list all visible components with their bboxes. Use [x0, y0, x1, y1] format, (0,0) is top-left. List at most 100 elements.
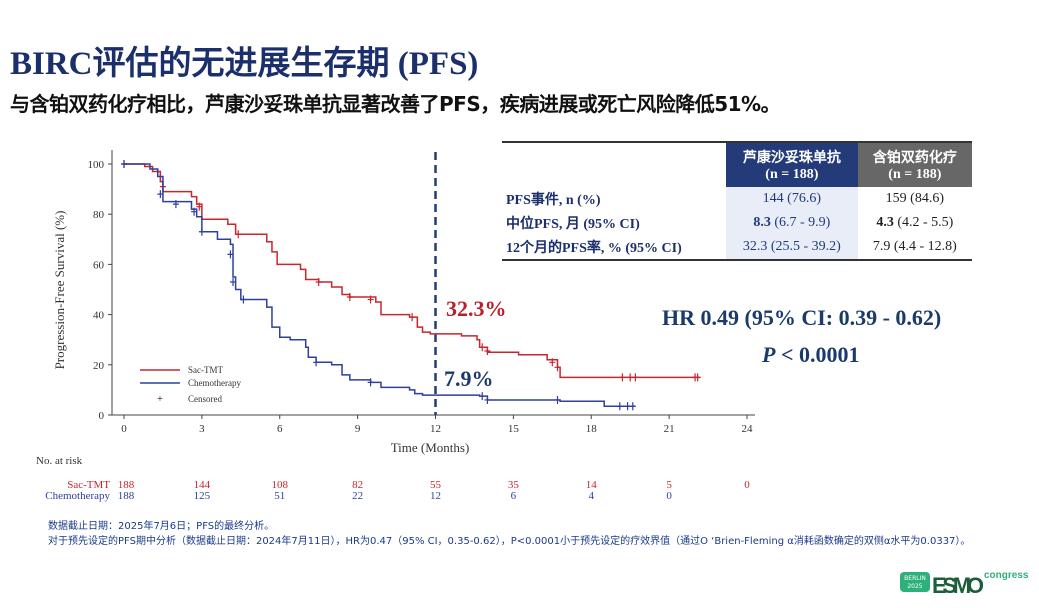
table-row: 中位PFS, 月 (95% CI) 8.3 (6.7 - 9.9) 4.3 (4…	[502, 211, 972, 235]
censor-mark	[367, 295, 374, 304]
censor-mark	[191, 207, 198, 216]
header-name: 芦康沙妥珠单抗	[742, 150, 841, 166]
censor-mark	[632, 373, 639, 382]
censor-mark	[549, 358, 556, 367]
risk-count: 0	[744, 479, 750, 491]
risk-count: 5	[666, 479, 672, 491]
censor-mark	[627, 373, 634, 382]
value-ci: (4.2 - 5.5)	[893, 215, 954, 230]
page-title: BIRC评估的无进展生存期 (PFS)	[10, 46, 479, 82]
y-tick-label: 100	[88, 159, 105, 171]
x-tick-label: 24	[742, 423, 754, 435]
cell-chemo: 159 (84.6)	[885, 191, 944, 206]
value-bold: 4.3	[876, 215, 894, 230]
header-n: (n = 188)	[765, 167, 819, 182]
censor-mark	[172, 200, 179, 209]
x-tick-label: 3	[199, 423, 205, 435]
table-row: 12个月的PFS率, % (95% CI) 32.3 (25.5 - 39.2)…	[502, 235, 972, 260]
legend-label: Sac-TMT	[188, 365, 223, 375]
p-value: P < 0.0001	[762, 342, 860, 368]
risk-row-label: Chemotherapy	[45, 490, 110, 502]
hazard-ratio: HR 0.49 (95% CI: 0.39 - 0.62)	[662, 305, 942, 330]
table-row: PFS事件, n (%) 144 (76.6) 159 (84.6)	[502, 187, 972, 211]
censor-mark	[367, 378, 374, 387]
x-tick-label: 9	[355, 423, 361, 435]
risk-count: 14	[586, 479, 598, 491]
risk-count: 125	[194, 490, 211, 502]
annotation-chemo: 7.9%	[444, 366, 494, 391]
censor-mark	[479, 392, 486, 401]
logo-city: BERLIN	[904, 575, 926, 582]
cell-sac: 8.3 (6.7 - 9.9)	[726, 211, 858, 235]
risk-count: 82	[352, 479, 363, 491]
censor-mark	[484, 346, 491, 355]
x-tick-label: 0	[121, 423, 127, 435]
censor-mark	[315, 277, 322, 286]
row-label: PFS事件, n (%)	[506, 193, 601, 208]
footnote: 数据截止日期：2025年7月6日；PFS的最终分析。	[48, 521, 275, 532]
risk-count: 108	[272, 479, 289, 491]
censor-mark	[240, 295, 247, 304]
table-header-row: 芦康沙妥珠单抗 (n = 188) 含铂双药化疗 (n = 188)	[502, 142, 972, 187]
censor-mark	[484, 395, 491, 404]
censor-mark	[409, 313, 416, 322]
y-tick-label: 0	[99, 410, 105, 422]
empty-header	[502, 142, 726, 187]
cell-sac: 32.3 (25.5 - 39.2)	[726, 235, 858, 260]
censor-mark	[479, 343, 486, 352]
legend-label: Chemotherapy	[188, 378, 241, 388]
annotation-sac-tmt: 32.3%	[446, 296, 507, 321]
cell-chemo: 4.3 (4.2 - 5.5)	[858, 211, 972, 235]
p-text: < 0.0001	[775, 342, 860, 367]
censor-mark	[554, 395, 561, 404]
esmo-logo: BERLIN 2025 ESMO congress	[900, 566, 1030, 601]
value-bold: 8.3	[753, 215, 771, 230]
y-tick-label: 80	[93, 209, 105, 221]
esmo-logo-graphic: BERLIN 2025 ESMO congress	[900, 570, 1029, 598]
km-curve-chemotherapy	[124, 163, 636, 407]
censor-mark	[619, 373, 626, 382]
censor-mark	[616, 402, 623, 411]
censor-mark	[196, 202, 203, 211]
censor-mark	[629, 402, 636, 411]
risk-count: 4	[589, 490, 595, 502]
header-sac-tmt: 芦康沙妥珠单抗 (n = 188)	[726, 142, 858, 187]
cell-sac: 144 (76.6)	[726, 187, 858, 211]
footnote: 对于预先设定的PFS期中分析（数据截止日期：2024年7月11日），HR为0.4…	[48, 536, 971, 547]
risk-count: 51	[274, 490, 285, 502]
censor-mark	[346, 293, 353, 302]
risk-count: 22	[352, 490, 363, 502]
row-label: 12个月的PFS率, % (95% CI)	[506, 241, 682, 256]
censor-mark	[230, 277, 237, 286]
risk-count: 6	[511, 490, 517, 502]
risk-count: 0	[666, 490, 672, 502]
x-tick-label: 15	[508, 423, 520, 435]
risk-count: 188	[118, 479, 135, 491]
x-tick-label: 12	[430, 423, 441, 435]
risk-count: 12	[430, 490, 441, 502]
p-symbol: P	[762, 342, 776, 367]
risk-count: 188	[118, 490, 135, 502]
censor-mark	[694, 373, 701, 382]
x-tick-label: 6	[277, 423, 283, 435]
censor-mark	[198, 227, 205, 236]
x-axis-label: Time (Months)	[391, 440, 470, 455]
logo-suffix: congress	[984, 570, 1029, 581]
x-tick-label: 18	[586, 423, 598, 435]
x-tick-label: 21	[664, 423, 675, 435]
y-tick-label: 60	[93, 259, 105, 271]
censor-mark	[157, 190, 164, 199]
y-tick-label: 40	[93, 310, 105, 322]
logo-year: 2025	[907, 583, 922, 590]
header-name: 含铂双药化疗	[872, 150, 957, 166]
censor-mark	[227, 250, 234, 259]
header-n: (n = 188)	[888, 167, 942, 182]
legend-label: Censored	[188, 394, 222, 404]
y-axis-label: Progression-Free Survival (%)	[52, 211, 67, 370]
censor-mark	[624, 402, 631, 411]
header-chemo: 含铂双药化疗 (n = 188)	[857, 142, 972, 187]
risk-row-label: Sac-TMT	[67, 479, 110, 491]
km-curve-sac-tmt	[124, 163, 701, 379]
risk-count: 55	[430, 479, 442, 491]
